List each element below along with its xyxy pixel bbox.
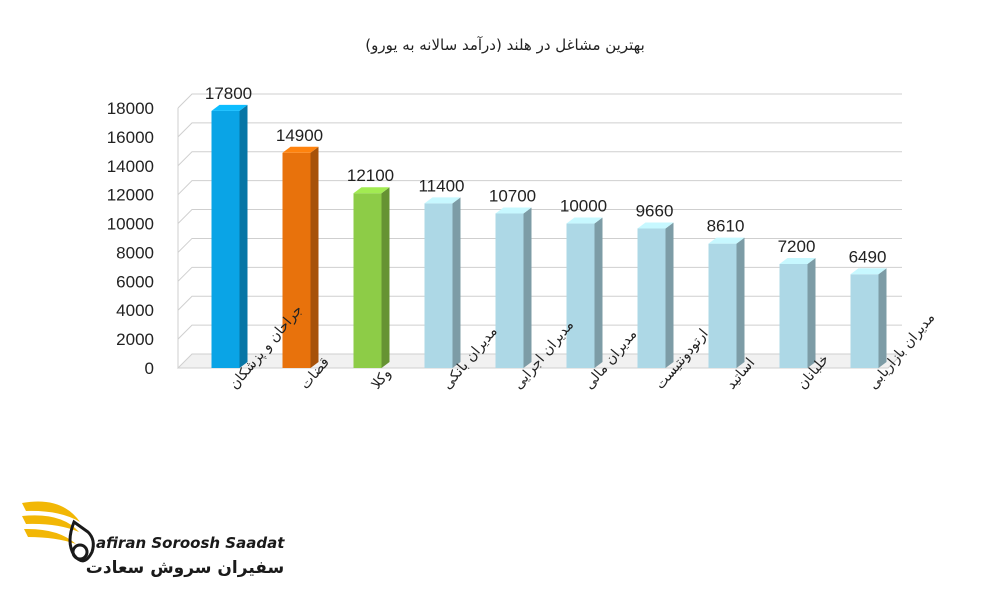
bar (566, 217, 603, 368)
y-tick-label: 10000 (107, 215, 154, 234)
data-label: 14900 (276, 126, 323, 145)
gridline (177, 122, 902, 138)
y-tick-label: 16000 (107, 128, 154, 147)
logo: afiran Soroosh Saadat سفیران سروش سعادت (22, 501, 285, 578)
bar (495, 207, 532, 368)
y-tick-label: 8000 (116, 243, 154, 262)
y-tick-label: 6000 (116, 272, 154, 291)
y-tick-label: 2000 (116, 330, 154, 349)
bar (779, 258, 816, 368)
bar (708, 237, 745, 368)
bar (850, 268, 887, 368)
data-label: 11400 (418, 176, 464, 195)
data-label: 8610 (707, 217, 745, 236)
gridline (177, 151, 902, 167)
y-tick-label: 18000 (107, 99, 154, 118)
phoenix-logo-icon (22, 501, 95, 563)
logo-name-fa: سفیران سروش سعادت (86, 558, 284, 578)
gridline (177, 180, 902, 196)
data-label: 7200 (778, 237, 816, 256)
data-label: 6490 (849, 247, 887, 266)
bar (424, 197, 461, 368)
bar (353, 187, 390, 368)
y-tick-label: 14000 (107, 157, 154, 176)
y-axis: 0 2000 4000 6000 8000 10000 12000 14000 16000 180… (107, 99, 179, 378)
y-tick-label: 0 (145, 359, 154, 378)
y-tick-label: 12000 (107, 186, 154, 205)
x-tick-label: وکلا (368, 366, 394, 393)
data-label: 10700 (489, 186, 536, 205)
bar (211, 104, 248, 368)
logo-name-en: afiran Soroosh Saadat (96, 534, 285, 552)
gridline (177, 209, 902, 224)
data-label: 9660 (636, 201, 674, 220)
data-label: 12100 (347, 166, 394, 185)
chart-title: بهترین مشاغل در هلند (درآمد سالانه به یو… (365, 36, 645, 54)
y-tick-label: 4000 (116, 301, 154, 320)
bar (637, 222, 674, 368)
bar (282, 146, 319, 368)
data-label: 17800 (205, 84, 252, 103)
data-label: 10000 (560, 197, 607, 216)
gridline (177, 93, 902, 109)
bars (211, 104, 887, 368)
data-labels: 17800 14900 12100 11400 10700 10000 9660 8610 72… (205, 84, 887, 266)
